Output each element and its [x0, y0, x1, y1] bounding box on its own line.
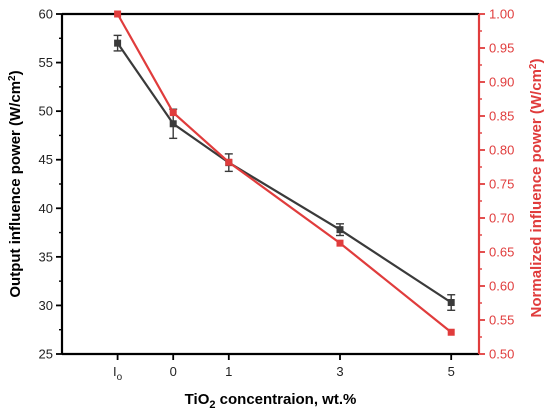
data-point-0 — [114, 39, 122, 47]
right-tick-label: 0.55 — [489, 313, 514, 328]
data-point-0 — [447, 299, 455, 307]
data-point-1 — [225, 158, 233, 166]
left-axis-title: Output influence power (W/cm2) — [7, 70, 24, 297]
data-point-0 — [336, 226, 344, 234]
left-tick-label: 50 — [39, 104, 53, 119]
right-tick-label: 0.95 — [489, 41, 514, 56]
right-tick-label: 0.75 — [489, 177, 514, 192]
right-tick-label: 0.80 — [489, 143, 514, 158]
left-tick-label: 30 — [39, 298, 53, 313]
right-tick-label: 1.00 — [489, 7, 514, 22]
right-axis-title-group: Normalized influence power (W/cm2) — [528, 59, 545, 318]
right-tick-label: 0.65 — [489, 245, 514, 260]
x-axis-title: TiO2 concentraion, wt.% — [185, 391, 357, 411]
data-point-1 — [447, 328, 455, 336]
x-tick-label: 0 — [170, 364, 177, 379]
left-tick-label: 55 — [39, 55, 53, 70]
data-point-1 — [169, 109, 177, 117]
data-point-0 — [169, 120, 177, 128]
left-tick-label: 40 — [39, 201, 53, 216]
x-tick-label: Io — [113, 364, 123, 383]
right-tick-label: 0.85 — [489, 109, 514, 124]
chart-axes — [56, 12, 485, 360]
right-axis-title: Normalized influence power (W/cm2) — [528, 59, 545, 318]
x-tick-label: 3 — [336, 364, 343, 379]
left-tick-label: 60 — [39, 7, 53, 22]
chart-labels: 25303540455055600.500.550.600.650.700.75… — [7, 7, 545, 412]
left-tick-label: 25 — [39, 347, 53, 362]
series-line-0 — [116, 42, 452, 304]
left-axis-title-group: Output influence power (W/cm2) — [7, 70, 24, 297]
right-tick-label: 0.90 — [489, 75, 514, 90]
x-tick-label: 5 — [448, 364, 455, 379]
left-tick-label: 35 — [39, 249, 53, 264]
x-tick-label: 1 — [225, 364, 232, 379]
data-point-1 — [336, 239, 344, 247]
right-tick-label: 0.60 — [489, 279, 514, 294]
right-tick-label: 0.50 — [489, 347, 514, 362]
data-point-1 — [114, 10, 122, 18]
right-tick-label: 0.70 — [489, 211, 514, 226]
series-line-1 — [116, 13, 452, 334]
left-tick-label: 45 — [39, 152, 53, 167]
chart-series — [113, 10, 456, 336]
